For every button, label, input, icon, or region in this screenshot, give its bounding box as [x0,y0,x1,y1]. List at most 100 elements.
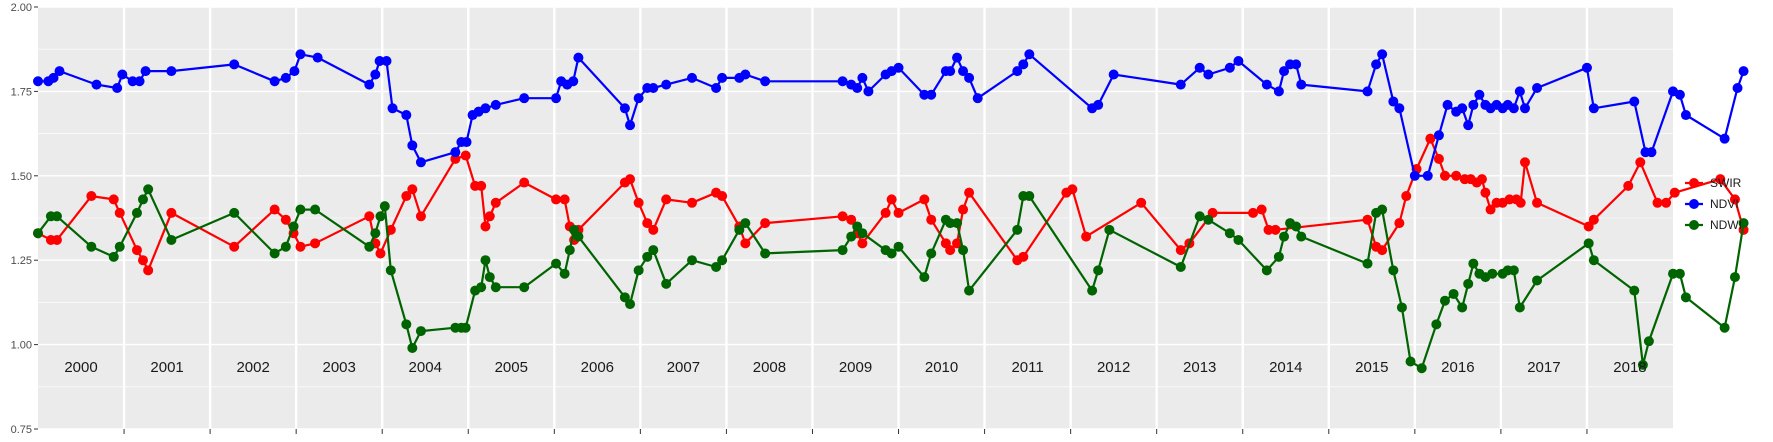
data-point-swir [559,194,570,205]
data-point-ndvi [863,86,874,97]
data-point-ndwi [295,204,306,215]
data-point-swir [1504,194,1515,205]
data-point-swir [648,224,659,235]
data-point-ndvi [1224,62,1235,73]
data-point-ndwi [460,322,471,333]
data-point-ndvi [551,93,562,104]
data-point-ndwi [740,218,751,229]
year-label: 2016 [1441,359,1474,376]
data-point-ndwi [661,278,672,289]
data-point-ndwi [1024,191,1035,202]
year-label: 2003 [322,359,355,376]
data-point-swir [1451,170,1462,181]
data-point-ndvi [972,93,983,104]
data-point-ndvi [1422,170,1433,181]
data-point-ndvi [407,140,418,151]
data-point-swir [1362,214,1373,225]
data-point-swir [1480,187,1491,198]
data-point-swir [310,238,321,249]
data-point-ndvi [1024,49,1035,60]
data-point-ndwi [564,245,575,256]
year-label: 2000 [64,359,97,376]
data-point-ndvi [140,66,151,77]
data-point-ndwi [1680,292,1691,303]
data-point-swir [295,241,306,252]
data-point-ndwi [1273,251,1284,262]
y-tick-label: 1.00 [11,340,32,352]
data-point-ndwi [375,211,386,222]
data-point-swir [51,234,62,245]
data-point-ndvi [1194,62,1205,73]
data-point-ndvi [480,103,491,114]
y-tick-label: 1.75 [11,86,32,98]
data-point-ndvi [1433,130,1444,141]
data-point-ndwi [131,207,142,218]
data-point-ndvi [1377,49,1388,60]
data-point-ndwi [1588,255,1599,266]
year-label: 2009 [839,359,872,376]
data-point-ndwi [415,326,426,337]
data-point-ndvi [1738,66,1749,77]
data-point-swir [880,207,891,218]
data-point-ndwi [711,261,722,272]
data-point-ndvi [1732,83,1743,94]
data-point-ndwi [51,211,62,222]
data-point-swir [717,191,728,202]
data-point-ndvi [857,72,868,83]
data-point-swir [1248,207,1259,218]
year-label: 2002 [236,359,269,376]
data-point-ndwi [1431,319,1442,330]
year-labels: 2000 2001 2002 2003 2004 2005 2006 2007 2008 2009… [64,359,1646,376]
data-point-swir [1623,180,1634,191]
data-point-swir [886,194,897,205]
data-point-swir [642,218,653,229]
data-point-ndvi [370,69,381,80]
data-point-swir [1081,231,1092,242]
data-point-swir [1669,187,1680,198]
data-point-ndwi [108,251,119,262]
data-point-swir [1532,197,1543,208]
data-point-ndwi [143,184,154,195]
data-point-ndvi [127,76,138,87]
data-point-ndwi [1104,224,1115,235]
data-point-ndwi [573,231,584,242]
data-point-ndwi [1388,265,1399,276]
data-point-ndvi [893,62,904,73]
data-point-ndvi [91,79,102,90]
data-point-ndwi [288,221,299,232]
data-point-ndvi [573,52,584,63]
data-point-ndwi [734,224,745,235]
data-point-ndvi [717,72,728,83]
data-point-ndvi [1468,99,1479,110]
data-point-swir [143,265,154,276]
data-point-ndwi [625,299,636,310]
data-point-ndvi [166,66,177,77]
data-point-swir [1270,224,1281,235]
data-point-ndwi [1261,265,1272,276]
data-point-swir [1476,174,1487,185]
year-label: 2010 [925,359,958,376]
data-point-ndwi [484,272,495,283]
data-point-ndvi [1018,59,1029,70]
data-point-ndwi [551,258,562,269]
y-tick-label: 0.75 [11,424,32,436]
data-point-swir [945,245,956,256]
year-label: 2017 [1527,359,1560,376]
data-point-ndwi [269,248,280,259]
data-point-ndwi [1738,218,1749,229]
data-point-swir [364,211,375,222]
data-point-ndwi [1175,261,1186,272]
data-point-ndvi [1508,103,1519,114]
year-label: 2006 [581,359,614,376]
data-point-ndwi [1416,363,1427,374]
data-point-ndvi [1233,56,1244,67]
data-point-swir [280,214,291,225]
data-point-ndvi [117,69,128,80]
legend-label-swir: SWIR [1710,176,1742,190]
data-point-swir [952,238,963,249]
data-point-ndwi [1362,258,1373,269]
data-point-swir [857,238,868,249]
data-point-ndvi [1362,86,1373,97]
data-point-swir [1425,133,1436,144]
